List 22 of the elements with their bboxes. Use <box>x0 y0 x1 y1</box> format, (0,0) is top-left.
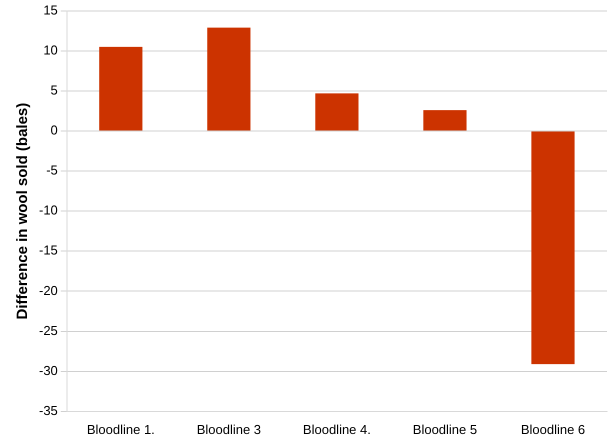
y-tick-label: -10 <box>38 202 58 218</box>
y-tick-label: -35 <box>38 402 58 418</box>
bar <box>315 93 359 130</box>
y-tick-label: 0 <box>50 122 58 138</box>
y-tick-label: -20 <box>38 282 58 298</box>
bar <box>531 131 575 364</box>
x-tick-label: Bloodline 3 <box>196 422 262 437</box>
y-tick-label: -25 <box>38 322 58 338</box>
bar <box>423 110 467 130</box>
bar <box>207 28 250 130</box>
x-tick-label: Bloodline 5 <box>412 422 478 437</box>
y-tick-label: -15 <box>38 242 58 258</box>
y-tick-label: -30 <box>38 362 58 378</box>
bar <box>99 46 142 130</box>
y-tick-label: 10 <box>43 42 58 58</box>
y-tick-label: 5 <box>50 82 58 98</box>
y-tick-label: -5 <box>46 162 58 178</box>
x-tick-label: Bloodline 6 <box>520 422 586 437</box>
x-tick-label: Bloodline 4. <box>302 422 371 437</box>
y-tick-label: 15 <box>43 2 58 18</box>
y-axis-title: Difference in wool sold (bales) <box>14 102 32 320</box>
x-tick-label: Bloodline 1. <box>86 422 155 437</box>
